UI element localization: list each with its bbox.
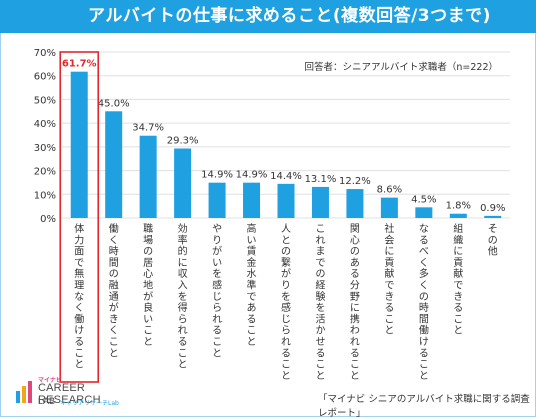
bar	[139, 135, 157, 218]
category-label: やりがいを感じられること	[212, 223, 222, 359]
bar	[208, 182, 226, 218]
category-label: 効率的に収入を得られること	[178, 222, 188, 371]
category-label: 人との繋がりを感じられること	[281, 223, 291, 382]
y-tick-label: 40%	[34, 119, 56, 130]
logo-mark-icon	[16, 381, 32, 403]
bar	[311, 186, 329, 218]
logo-main-text: CAREER RESEARCH	[38, 382, 101, 406]
category-label: 職場の居心地が良いこと	[143, 223, 153, 348]
y-tick-label: 30%	[34, 143, 56, 154]
category-label: 組織に貢献できること	[453, 222, 463, 337]
bar	[174, 148, 192, 218]
career-research-lab-logo: マイナビ CAREER RESEARCH LAB キャリアリサーチLab	[14, 373, 124, 413]
bar	[277, 183, 295, 218]
data-label: 0.9%	[480, 203, 505, 214]
y-tick-label: 60%	[34, 72, 56, 83]
category-label: その他	[488, 223, 498, 258]
bar	[243, 182, 261, 218]
category-label: これまでの経験を活かせること	[315, 224, 325, 382]
highlight-box	[59, 51, 100, 383]
data-label: 29.3%	[167, 136, 199, 147]
bar	[105, 111, 123, 218]
data-label: 4.5%	[411, 194, 436, 205]
data-label: 14.9%	[201, 170, 233, 181]
bar	[449, 213, 467, 218]
category-label: 働く時間の融通がきくこと	[109, 222, 119, 359]
respondents-note: 回答者：シニアアルバイト求職者（n=222）	[304, 61, 498, 73]
bar	[346, 189, 364, 218]
logo-brand-text: マイナビ	[38, 377, 62, 384]
data-label: 14.9%	[236, 170, 268, 181]
y-tick-label: 10%	[34, 190, 56, 201]
logo-sub-text: キャリアリサーチLab	[60, 400, 119, 407]
category-label: 高い賃金水準であること	[247, 222, 257, 348]
data-label: 34.7%	[132, 123, 164, 134]
bar	[70, 71, 88, 218]
data-label: 8.6%	[377, 185, 402, 196]
source-note: 「マイナビ シニアのアルバイト求職に関する調査レポート」	[318, 394, 530, 419]
bar	[484, 215, 502, 218]
y-tick-label: 20%	[34, 167, 56, 178]
y-tick-label: 50%	[34, 95, 56, 106]
category-label: 体力面で無理なく働けること	[74, 223, 84, 371]
data-label: 1.8%	[446, 201, 471, 212]
data-label: 45.0%	[98, 98, 130, 109]
category-label: 社会に貢献できること	[384, 222, 394, 337]
y-tick-label: 70%	[34, 48, 56, 59]
category-label: 関心のある分野に携われること	[350, 223, 360, 382]
chart-title: アルバイトの仕事に求めること(複数回答/3つまで)	[0, 0, 536, 33]
bar-chart: 0% 10% 20% 30% 40% 50% 60% 70% 回答者：シニアアルバイト求職者（n…	[34, 48, 510, 383]
data-label: 61.7%	[62, 59, 97, 70]
bar	[380, 197, 398, 218]
logo-lab-text: LAB	[38, 396, 56, 406]
data-label: 13.1%	[305, 174, 337, 185]
data-label: 14.4%	[270, 171, 302, 182]
data-label: 12.2%	[339, 176, 371, 187]
y-tick-label: 0%	[40, 214, 56, 225]
bar	[415, 207, 433, 218]
category-label: なるべく多くの時間働けること	[419, 223, 429, 382]
